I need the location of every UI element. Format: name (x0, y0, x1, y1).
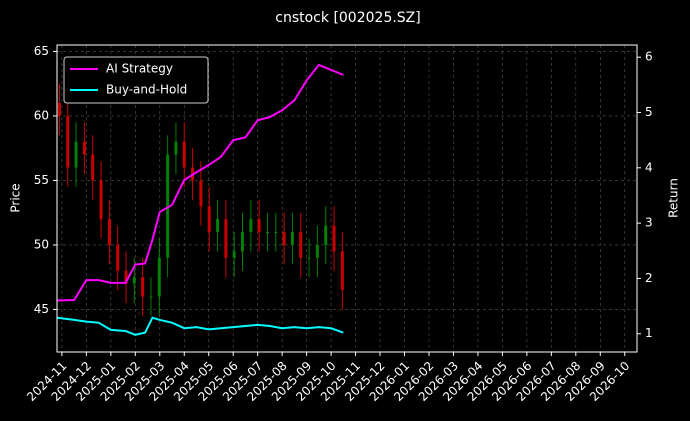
y2-tick-label: 4 (645, 160, 653, 174)
y2-tick-label: 2 (645, 271, 653, 285)
y2-tick-label: 6 (645, 50, 653, 64)
candle-body (340, 251, 344, 291)
candle-body (299, 232, 303, 258)
candle-body (249, 219, 253, 233)
y2-tick-label: 3 (645, 216, 653, 230)
y2-axis-label: Return (667, 178, 681, 218)
candle-body (174, 141, 178, 155)
plot-frame (56, 44, 638, 353)
candle-body (99, 180, 103, 220)
candle-body (241, 232, 245, 252)
y2-tick-label: 5 (645, 105, 653, 119)
y-tick-label: 45 (34, 302, 49, 316)
candle-body (91, 154, 95, 181)
line-series (56, 316, 344, 336)
candle-body (265, 232, 269, 234)
candle-body (132, 277, 136, 284)
y-tick-label: 55 (34, 173, 49, 187)
candle-body (82, 141, 86, 155)
candle-body (332, 225, 336, 252)
candle-body (232, 251, 236, 258)
candle-body (290, 232, 294, 245)
y-tick-label: 60 (34, 108, 49, 122)
candle-body (141, 277, 145, 297)
candle-body (149, 296, 153, 298)
y-tick-label: 65 (34, 44, 49, 58)
legend: AI Strategy Buy-and-Hold (63, 56, 209, 104)
candle-body (107, 219, 111, 245)
candle-body (257, 219, 261, 233)
candle-body (324, 225, 328, 245)
legend-label: Buy-and-Hold (106, 83, 187, 97)
line-series (56, 63, 344, 302)
candle-body (216, 219, 220, 233)
candle-body (315, 244, 319, 258)
candle-body (207, 206, 211, 233)
legend-label: AI Strategy (106, 62, 173, 76)
candle-body (182, 141, 186, 168)
candle-body (307, 257, 311, 259)
candle-body (166, 154, 170, 258)
candle-body (274, 232, 278, 234)
candle-body (224, 219, 228, 258)
chart-title: cnstock [002025.SZ] (275, 10, 420, 26)
candle-body (199, 180, 203, 207)
candle-body (74, 141, 78, 168)
candle-body (66, 115, 70, 168)
candle-body (116, 244, 120, 271)
y2-tick-label: 1 (645, 326, 653, 340)
y-axis-label: Price (9, 183, 23, 212)
candle-body (282, 232, 286, 245)
legend-frame (63, 56, 209, 104)
candle-body (157, 257, 161, 297)
y-tick-label: 50 (34, 237, 49, 251)
candle-body (57, 103, 61, 116)
candle-body (124, 270, 128, 284)
